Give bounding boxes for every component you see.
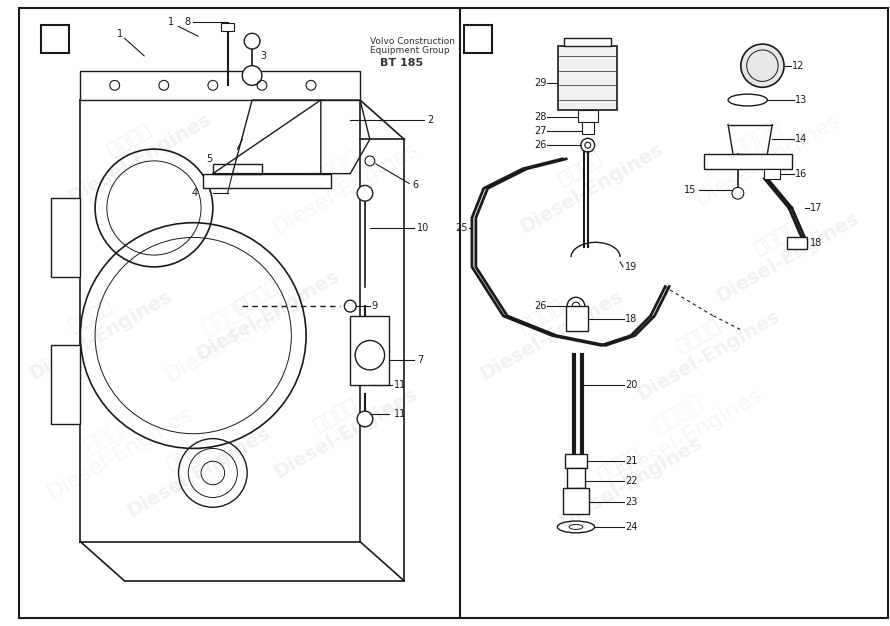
Text: BT 185: BT 185: [380, 58, 423, 68]
Text: 紫发动力
Diesel-Engines: 紫发动力 Diesel-Engines: [680, 90, 845, 209]
Text: 紫发动力
Diesel-Engines: 紫发动力 Diesel-Engines: [54, 91, 214, 207]
Text: 紫发动力
Diesel-Engines: 紫发动力 Diesel-Engines: [701, 189, 862, 305]
Text: 16: 16: [795, 168, 807, 178]
Text: 紫发动力
Diesel-Engines: 紫发动力 Diesel-Engines: [623, 287, 784, 404]
Text: 紫发动力
Diesel-Engines: 紫发动力 Diesel-Engines: [260, 366, 421, 482]
Bar: [703, 154, 792, 169]
Bar: [563, 488, 588, 514]
Bar: [765, 169, 781, 178]
Text: 1: 1: [117, 29, 123, 39]
Text: 紫发动力
Diesel-Engines: 紫发动力 Diesel-Engines: [15, 267, 175, 384]
Circle shape: [365, 156, 375, 166]
Text: 14: 14: [795, 135, 807, 145]
Text: 24: 24: [625, 522, 637, 532]
Text: 4: 4: [192, 188, 198, 198]
Text: 7: 7: [417, 355, 424, 365]
Bar: [566, 306, 587, 331]
Bar: [787, 237, 806, 249]
Text: 22: 22: [625, 476, 637, 486]
Text: 27: 27: [534, 126, 546, 136]
Circle shape: [357, 185, 373, 201]
Text: 紫发动力
Diesel-Engines: 紫发动力 Diesel-Engines: [466, 267, 627, 384]
Text: 19: 19: [625, 262, 637, 272]
Bar: [203, 173, 330, 188]
Bar: [51, 198, 80, 277]
Text: 12: 12: [792, 61, 805, 71]
Text: 8: 8: [184, 16, 190, 26]
Bar: [41, 26, 69, 53]
Bar: [464, 26, 491, 53]
Text: 23: 23: [625, 498, 637, 508]
Bar: [51, 346, 80, 424]
Circle shape: [244, 33, 260, 49]
Text: 紫发动力
Diesel-Engines: 紫发动力 Diesel-Engines: [545, 414, 706, 531]
Text: 25: 25: [456, 223, 468, 233]
Text: 29: 29: [534, 78, 546, 88]
Bar: [565, 454, 587, 468]
Text: 紫发动力
Diesel-Engines: 紫发动力 Diesel-Engines: [150, 266, 314, 386]
Text: 紫发动力
Diesel-Engines: 紫发动力 Diesel-Engines: [506, 120, 667, 237]
Text: 紫发动力
Diesel-Engines: 紫发动力 Diesel-Engines: [602, 364, 766, 484]
Bar: [578, 110, 597, 121]
Bar: [221, 24, 234, 31]
Text: 11: 11: [394, 379, 407, 389]
Bar: [351, 316, 390, 384]
Bar: [564, 38, 611, 46]
Circle shape: [344, 300, 356, 312]
Text: 紫发动力
Diesel-Engines: 紫发动力 Diesel-Engines: [33, 384, 197, 503]
Text: 17: 17: [810, 203, 821, 213]
Text: 紫发动力
Diesel-Engines: 紫发动力 Diesel-Engines: [258, 119, 423, 239]
Text: 18: 18: [625, 314, 637, 324]
Circle shape: [732, 187, 744, 199]
Text: Equipment Group: Equipment Group: [370, 46, 449, 56]
Circle shape: [357, 411, 373, 427]
Text: 28: 28: [534, 111, 546, 121]
Circle shape: [242, 66, 262, 85]
Text: 26: 26: [534, 301, 546, 311]
Text: 9: 9: [372, 301, 378, 311]
Text: A: A: [48, 30, 61, 48]
Text: 21: 21: [625, 456, 637, 466]
Text: 6: 6: [412, 180, 418, 190]
Text: 13: 13: [795, 95, 807, 105]
Bar: [213, 164, 262, 173]
Bar: [582, 121, 594, 135]
Text: 5: 5: [206, 154, 213, 164]
Text: 2: 2: [427, 115, 433, 125]
Text: 1: 1: [167, 16, 174, 26]
Text: 18: 18: [810, 239, 821, 249]
Text: 3: 3: [260, 51, 266, 61]
Text: 26: 26: [534, 140, 546, 150]
Text: 10: 10: [417, 223, 429, 233]
Text: Volvo Construction: Volvo Construction: [370, 37, 455, 46]
Text: 紫发动力
Diesel-Engines: 紫发动力 Diesel-Engines: [113, 405, 273, 521]
Bar: [80, 71, 360, 100]
Text: 11: 11: [394, 409, 407, 419]
Bar: [558, 46, 617, 110]
Text: 紫发动力
Diesel-Engines: 紫发动力 Diesel-Engines: [182, 248, 343, 364]
Circle shape: [740, 44, 784, 87]
Text: 20: 20: [625, 379, 637, 389]
Text: 15: 15: [684, 185, 697, 195]
Bar: [567, 468, 585, 488]
Text: A: A: [472, 30, 484, 48]
